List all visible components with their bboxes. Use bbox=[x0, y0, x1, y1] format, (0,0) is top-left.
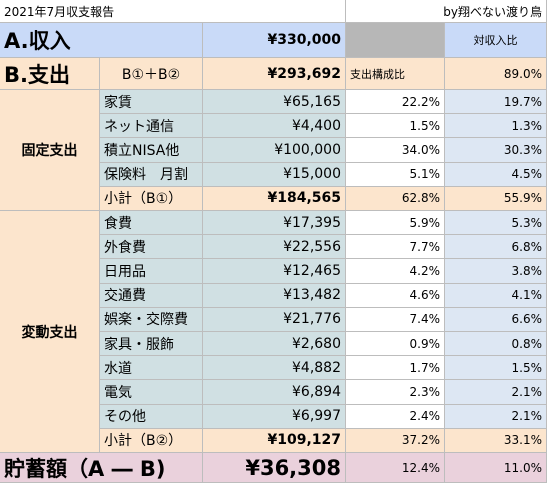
group-label: 変動支出 bbox=[0, 211, 100, 453]
item-label: 水道 bbox=[100, 356, 203, 381]
item-composition: 1.5% bbox=[346, 114, 445, 139]
item-composition: 7.4% bbox=[346, 307, 445, 332]
item-composition: 4.6% bbox=[346, 283, 445, 308]
income-label: A.収入 bbox=[0, 23, 203, 58]
item-label: 日用品 bbox=[100, 259, 203, 284]
item-label: 保険料 月割 bbox=[100, 162, 203, 187]
item-label: 家賃 bbox=[100, 90, 203, 115]
item-composition: 5.1% bbox=[346, 162, 445, 187]
item-amount: ¥65,165 bbox=[203, 90, 346, 115]
item-composition: 2.4% bbox=[346, 404, 445, 429]
item-label: 外食費 bbox=[100, 235, 203, 260]
item-amount: ¥13,482 bbox=[203, 283, 346, 308]
item-ratio: 2.1% bbox=[445, 404, 547, 429]
expense-label: B.支出 bbox=[0, 58, 100, 90]
item-amount: ¥2,680 bbox=[203, 332, 346, 357]
item-label: 積立NISA他 bbox=[100, 138, 203, 163]
item-ratio: 4.5% bbox=[445, 162, 547, 187]
item-amount: ¥6,894 bbox=[203, 380, 346, 405]
subtotal-amount: ¥184,565 bbox=[203, 186, 346, 211]
subtotal-label: 小計（B②） bbox=[100, 428, 203, 453]
item-ratio: 3.8% bbox=[445, 259, 547, 284]
item-label: 電気 bbox=[100, 380, 203, 405]
item-label: 家具・服飾 bbox=[100, 332, 203, 357]
expense-amount: ¥293,692 bbox=[203, 58, 346, 90]
item-composition: 1.7% bbox=[346, 356, 445, 381]
item-amount: ¥21,776 bbox=[203, 307, 346, 332]
item-ratio: 1.5% bbox=[445, 356, 547, 381]
subtotal-label: 小計（B①） bbox=[100, 186, 203, 211]
sheet-title: 2021年7月収支報告 bbox=[0, 0, 346, 23]
item-ratio: 6.8% bbox=[445, 235, 547, 260]
income-amount: ¥330,000 bbox=[203, 23, 346, 58]
item-composition: 2.3% bbox=[346, 380, 445, 405]
item-label: その他 bbox=[100, 404, 203, 429]
expense-formula: B①＋B② bbox=[100, 58, 203, 90]
item-label: 交通費 bbox=[100, 283, 203, 308]
composition-header: 支出構成比 bbox=[346, 58, 445, 90]
item-composition: 22.2% bbox=[346, 90, 445, 115]
item-composition: 7.7% bbox=[346, 235, 445, 260]
item-ratio: 4.1% bbox=[445, 283, 547, 308]
savings-label: 貯蓄額（A ― B) bbox=[0, 453, 203, 483]
savings-ratio: 11.0% bbox=[445, 453, 547, 483]
item-ratio: 1.3% bbox=[445, 114, 547, 139]
item-amount: ¥12,465 bbox=[203, 259, 346, 284]
item-amount: ¥17,395 bbox=[203, 211, 346, 236]
subtotal-ratio: 55.9% bbox=[445, 186, 547, 211]
savings-composition: 12.4% bbox=[346, 453, 445, 483]
author: by翔べない渡り鳥 bbox=[346, 0, 547, 23]
subtotal-composition: 37.2% bbox=[346, 428, 445, 453]
savings-amount: ¥36,308 bbox=[203, 453, 346, 483]
item-amount: ¥4,882 bbox=[203, 356, 346, 381]
item-label: 娯楽・交際費 bbox=[100, 307, 203, 332]
item-ratio: 5.3% bbox=[445, 211, 547, 236]
item-ratio: 19.7% bbox=[445, 90, 547, 115]
item-label: 食費 bbox=[100, 211, 203, 236]
subtotal-ratio: 33.1% bbox=[445, 428, 547, 453]
item-composition: 5.9% bbox=[346, 211, 445, 236]
item-amount: ¥4,400 bbox=[203, 114, 346, 139]
item-amount: ¥15,000 bbox=[203, 162, 346, 187]
subtotal-composition: 62.8% bbox=[346, 186, 445, 211]
item-composition: 34.0% bbox=[346, 138, 445, 163]
item-ratio: 0.8% bbox=[445, 332, 547, 357]
item-label: ネット通信 bbox=[100, 114, 203, 139]
ratio-header: 対収入比 bbox=[445, 23, 547, 58]
item-ratio: 2.1% bbox=[445, 380, 547, 405]
blank-cell bbox=[346, 23, 445, 58]
item-amount: ¥100,000 bbox=[203, 138, 346, 163]
item-amount: ¥6,997 bbox=[203, 404, 346, 429]
item-ratio: 6.6% bbox=[445, 307, 547, 332]
group-label: 固定支出 bbox=[0, 90, 100, 211]
item-composition: 0.9% bbox=[346, 332, 445, 357]
item-composition: 4.2% bbox=[346, 259, 445, 284]
item-ratio: 30.3% bbox=[445, 138, 547, 163]
item-amount: ¥22,556 bbox=[203, 235, 346, 260]
expense-ratio: 89.0% bbox=[445, 58, 547, 90]
subtotal-amount: ¥109,127 bbox=[203, 428, 346, 453]
